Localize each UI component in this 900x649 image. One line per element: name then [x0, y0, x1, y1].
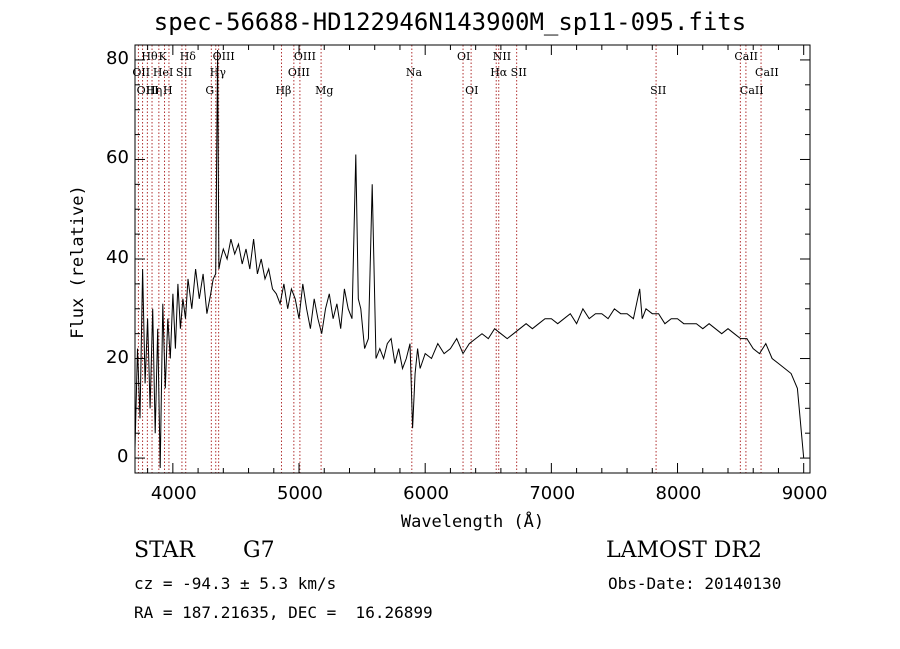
- spectral-line-label: OIII: [136, 84, 159, 97]
- class-label: STAR: [134, 538, 195, 563]
- spectral-line-label: OII: [132, 66, 151, 79]
- spectral-line-label: OIII: [212, 50, 235, 63]
- spectral-line-label: K: [158, 50, 167, 63]
- coords-label: RA = 187.21635, DEC = 16.26899: [134, 603, 433, 622]
- spectral-line-label: SII: [650, 84, 667, 97]
- spectrum-line: [134, 49, 805, 469]
- subclass-label: G7: [243, 538, 275, 563]
- y-tick-label: 0: [117, 446, 129, 468]
- x-tick-label: 7000: [529, 483, 576, 504]
- x-tick-label: 6000: [403, 483, 449, 504]
- spectral-line-label: SII: [175, 66, 193, 79]
- survey-label: LAMOST DR2: [606, 538, 762, 563]
- spectral-line-label: Mg: [315, 84, 334, 97]
- spectral-line-label: Hβ: [275, 84, 292, 97]
- x-tick-label: 5000: [277, 483, 323, 504]
- spectral-line-label: CaII: [739, 84, 764, 97]
- spectral-line-label: SII: [510, 66, 527, 79]
- y-tick-label: 20: [106, 346, 129, 368]
- spectral-line-label: CaII: [755, 66, 779, 79]
- y-tick-label: 60: [106, 147, 129, 169]
- spectral-line-label: CaII: [734, 50, 759, 63]
- x-tick-label: 8000: [655, 483, 702, 504]
- spectral-line-label: Hδ: [179, 50, 196, 63]
- spectral-line-label: NII: [492, 50, 512, 63]
- spectral-line-label: Na: [405, 66, 422, 79]
- obs-date-label: Obs-Date: 20140130: [608, 574, 782, 593]
- x-tick-label: 4000: [150, 483, 197, 504]
- plot-frame: [134, 44, 811, 474]
- spectral-line-label: HeI: [152, 66, 174, 79]
- spectral-line-label: H: [162, 84, 173, 97]
- spectral-line-label: OI: [465, 84, 479, 97]
- spectral-line-label: Hη: [146, 84, 163, 97]
- spectrum-series: [134, 49, 805, 469]
- chart-title: spec-56688-HD122946N143900M_sp11-095.fit…: [153, 8, 747, 36]
- spectral-line-label: OIII: [287, 66, 310, 79]
- spectral-line-markers: [137, 45, 762, 473]
- spectral-line-label: G: [205, 84, 215, 97]
- spectral-line-label: OIII: [293, 50, 316, 63]
- plot-axes: [134, 44, 811, 474]
- spectral-line-label: Hθ: [141, 50, 158, 63]
- spectral-line-label: Hα: [490, 66, 508, 79]
- spectral-line-label: OI: [457, 50, 471, 63]
- y-tick-label: 40: [106, 247, 129, 268]
- x-tick-label: 9000: [781, 483, 828, 504]
- spectral-line-label: Hγ: [209, 66, 226, 79]
- y-tick-label: 80: [106, 47, 129, 69]
- y-axis-label: Flux (relative): [68, 185, 88, 339]
- redshift-label: cz = -94.3 ± 5.3 km/s: [134, 574, 337, 593]
- x-axis-label: Wavelength (Å): [400, 512, 545, 532]
